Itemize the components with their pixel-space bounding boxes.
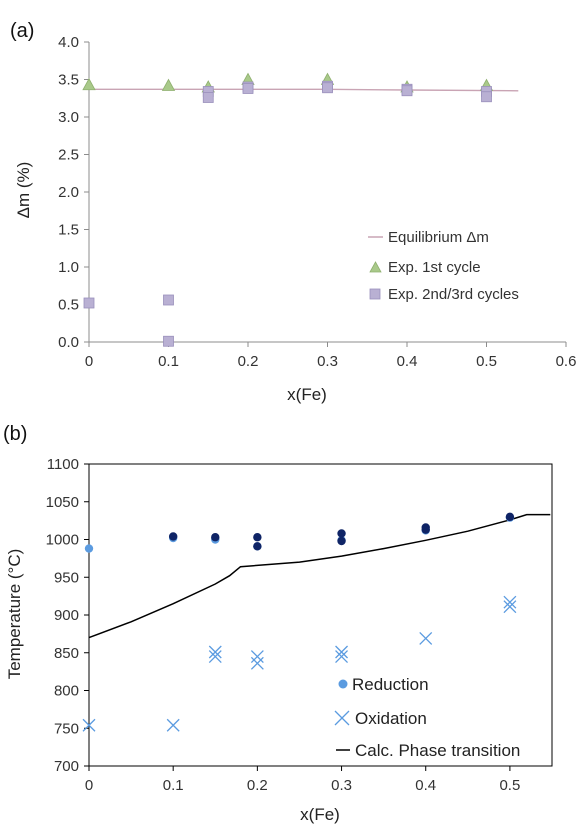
panel-b-oxidation-point [208,645,222,659]
panel-a-exp-2nd-3rd-cycles-point [242,83,254,94]
panel-a-exp-2nd-3rd-cycles-point [202,92,214,103]
panel-a-x-tick-label: 0 [85,353,93,370]
panel-a-x-tick-label: 0.1 [158,353,179,370]
panel-a-y-tick-label: 1.0 [58,259,79,276]
panel-a-y-tick-label: 1.5 [58,222,79,239]
panel-b-oxidation-point [503,600,517,614]
panel-a-equilibrium-m-line [89,88,519,92]
panel-b-label: (b) [3,423,27,445]
legend-reduction-marker [338,679,348,689]
panel-b-plot-frame [88,463,553,767]
panel-a-x-axis-title: x(Fe) [287,385,327,404]
panel-a-y-tick-label: 4.0 [58,34,79,51]
panel-a-exp-1st-cycle-point [161,78,176,91]
legend-equilibrium-label: Equilibrium Δm [388,229,489,246]
panel-a-label: (a) [10,20,34,42]
panel-b-y-tick-label: 850 [54,645,79,662]
legend-phase-transition-label: Calc. Phase transition [355,741,520,760]
legend-reduction-label: Reduction [352,675,429,694]
panel-a-y-tick-label: 0.5 [58,297,79,314]
panel-b-series-1-point [253,542,262,551]
panel-b-oxidation-point [208,650,222,663]
panel-a-chart: (a) 0 0.1 0.2 0.3 0.4 0.5 0.6 0.0 0.5 1.0 1.5 2.0 2.… [10,20,576,404]
panel-b-y-tick-label: 1050 [46,494,79,511]
panel-a-exp-2nd-3rd-cycles-point [322,82,333,94]
panel-b-y-tick-label: 700 [54,758,79,775]
panel-a-exp-2nd-3rd-cycles-point [401,85,413,97]
panel-b-series-1-point [421,525,430,534]
panel-b-series-1-point [337,536,346,546]
panel-a-x-tick-label: 0.5 [476,353,497,370]
panel-b-y-tick-label: 800 [54,683,79,700]
panel-b-x-tick-label: 0.2 [247,777,268,794]
legend-oxidation-label: Oxidation [355,709,427,728]
panel-a-y-tick-label: 2.0 [58,184,79,201]
panel-a-exp-1st-cycle-point [82,77,96,91]
panel-a-x-tick-label: 0.6 [556,353,577,370]
panel-b-oxidation-point [250,650,264,663]
panel-b-y-tick-label: 750 [54,720,79,737]
panel-b-y-tick-label: 900 [54,607,79,624]
panel-b-chart: (b) 0 0.1 0.2 0.3 0.4 0.5 700 750 800 850 900 950 10… [3,423,553,824]
panel-b-oxidation-point [166,718,180,732]
panel-a-legend: Equilibrium Δm Exp. 1st cycle Exp. 2nd/3… [368,229,519,303]
legend-oxidation-marker [334,710,350,726]
panel-b-oxidation-point [419,631,433,645]
panel-b-y-tick-label: 950 [54,569,79,586]
panel-b-oxidation-point [503,595,517,609]
panel-b-x-tick-label: 0.5 [499,777,520,794]
panel-b-y-tick-label: 1000 [46,532,79,549]
panel-b-axes [84,463,553,771]
panel-a-exp-2nd-3rd-cycles-point [481,91,492,103]
panel-a-x-tick-label: 0.4 [397,353,418,370]
panel-a-y-tick-label: 0.0 [58,334,79,351]
legend-triangle-marker [369,261,382,273]
panel-b-oxidation-point [335,650,349,663]
panel-b-oxidation-point [82,718,96,732]
panel-b-series-1-point [337,529,346,538]
panel-b-oxidation-point [335,645,349,659]
panel-b-legend: Reduction Oxidation Calc. Phase transiti… [334,675,520,760]
panel-b-series-1-point [253,533,262,542]
panel-a-x-tick-label: 0.2 [238,353,259,370]
panel-b-x-tick-label: 0.4 [415,777,436,794]
panel-b-series-1-point [168,532,178,541]
panel-a-y-axis-title: Δm (%) [14,162,33,219]
panel-a-x-tick-label: 0.3 [317,353,338,370]
panel-b-series [82,512,551,732]
panel-a-exp-2nd-3rd-cycles-point [83,297,95,309]
panel-b-series-1-point [505,512,515,522]
legend-square-marker [369,288,381,300]
panel-a-y-tick-label: 3.5 [58,72,79,89]
panel-b-x-axis-title: x(Fe) [300,805,340,824]
panel-b-x-tick-label: 0.1 [163,777,184,794]
panel-b-oxidation-point [250,656,264,670]
panel-a-y-tick-label: 3.0 [58,109,79,126]
panel-a-y-tick-label: 2.5 [58,147,79,164]
panel-b-y-tick-label: 1100 [47,456,79,473]
panel-b-x-tick-label: 0 [85,777,93,794]
panel-b-reduction-point [84,544,94,553]
panel-b-tick-labels: 0 0.1 0.2 0.3 0.4 0.5 700 750 800 850 900 950 1000 10… [46,456,521,794]
panel-a-exp-2nd-3rd-cycles-point [163,335,174,347]
panel-b-y-axis-title: Temperature (°C) [5,549,24,680]
panel-b-series-1-point [211,533,220,542]
panel-a-exp-2nd-3rd-cycles-point [163,294,174,306]
panel-b-x-tick-label: 0.3 [331,777,352,794]
panel-a-tick-labels: 0 0.1 0.2 0.3 0.4 0.5 0.6 0.0 0.5 1.0 1.5 2.0 2.5 3.0… [58,34,576,370]
legend-first-cycle-label: Exp. 1st cycle [388,259,481,276]
panel-a-series [82,72,519,347]
legend-second-third-cycles-label: Exp. 2nd/3rd cycles [388,286,519,303]
panel-b-calc-phase-transition-line [88,513,551,639]
